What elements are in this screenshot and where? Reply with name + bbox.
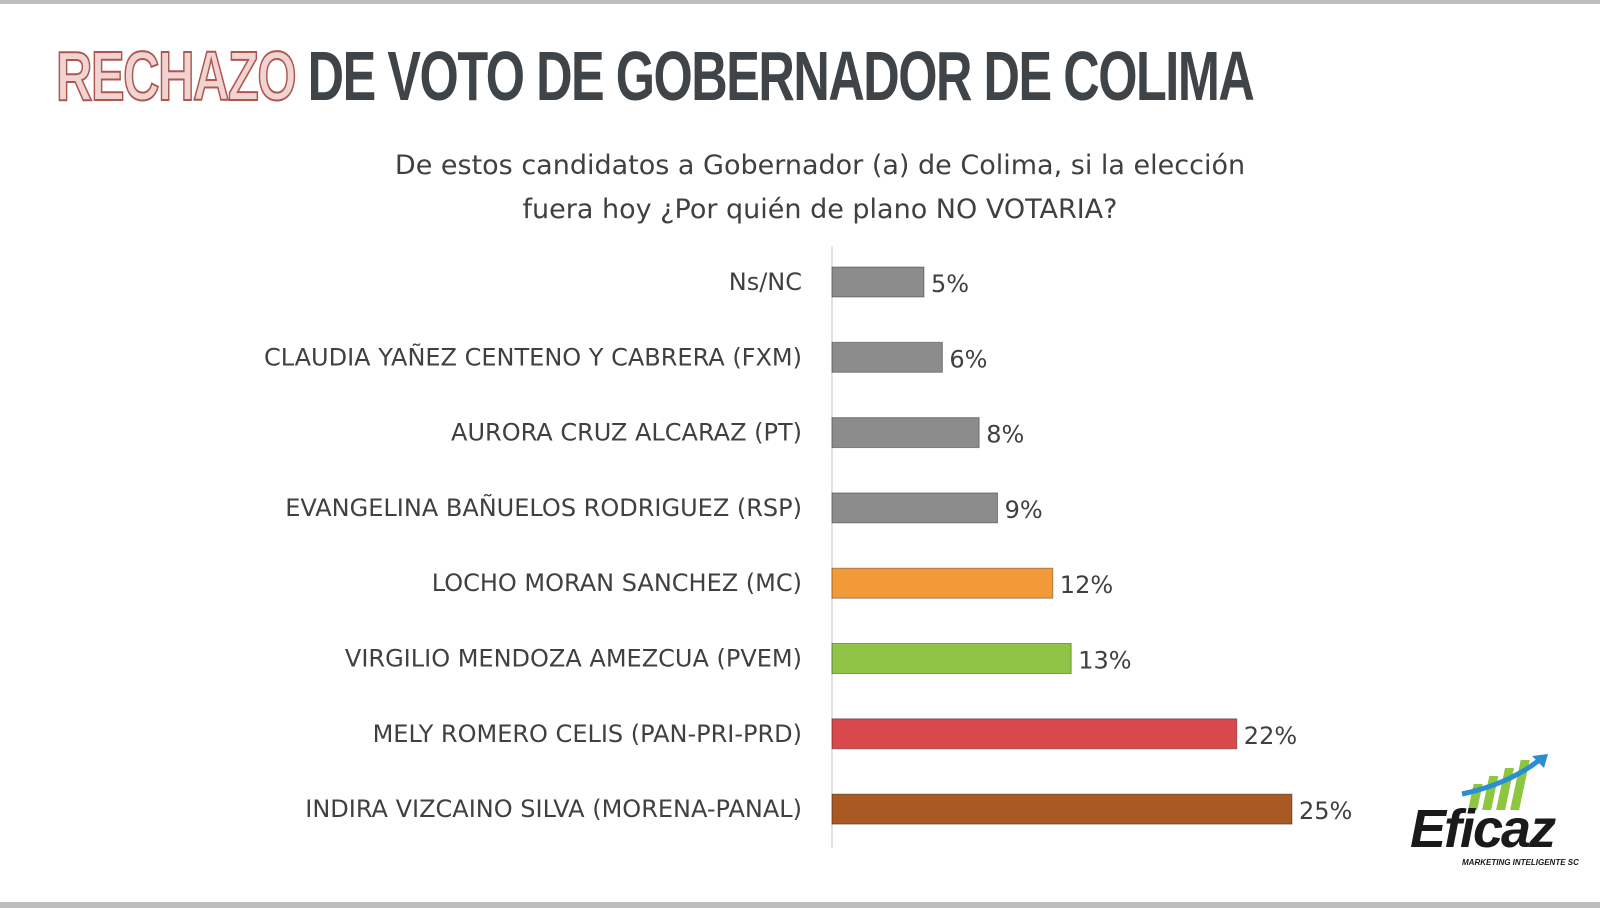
value-label: 12% — [1060, 571, 1113, 599]
bottom-border — [0, 902, 1600, 908]
bar — [831, 417, 980, 449]
top-border — [0, 0, 1600, 4]
bar — [831, 492, 999, 524]
logo-wordmark: Eficaz — [1410, 799, 1556, 859]
category-label: LOCHO MORAN SANCHEZ (MC) — [432, 569, 802, 597]
title-rest: DE VOTO DE GOBERNADOR DE COLIMA — [307, 37, 1255, 115]
value-label: 25% — [1299, 797, 1352, 825]
bar — [831, 643, 1072, 674]
survey-question: De estos candidatos a Gobernador (a) de … — [300, 144, 1340, 232]
value-label: 8% — [986, 421, 1024, 449]
category-label: INDIRA VIZCAINO SILVA (MORENA-PANAL) — [305, 795, 802, 823]
category-label: EVANGELINA BAÑUELOS RODRIGUEZ (RSP) — [285, 492, 802, 522]
bar — [831, 567, 1054, 599]
category-label: AURORA CRUZ ALCARAZ (PT) — [451, 419, 802, 447]
page-title: RECHAZO DE VOTO DE GOBERNADOR DE COLIMA — [55, 36, 1255, 116]
bar — [831, 266, 925, 298]
category-label: Ns/NC — [729, 268, 802, 296]
logo-tagline: MARKETING INTELIGENTE SC — [1462, 858, 1579, 867]
survey-question-line-2: fuera hoy ¿Por quién de plano NO VOTARIA… — [522, 194, 1118, 225]
bar — [831, 341, 943, 373]
category-label: MELY ROMERO CELIS (PAN-PRI-PRD) — [373, 720, 802, 748]
value-label: 9% — [1005, 496, 1043, 524]
value-label: 13% — [1078, 647, 1131, 675]
growth-bars-arrow-icon — [1461, 754, 1548, 810]
bar — [831, 718, 1238, 750]
value-label: 5% — [931, 270, 969, 298]
value-label: 22% — [1244, 722, 1297, 750]
value-label: 6% — [949, 345, 987, 373]
category-label: CLAUDIA YAÑEZ CENTENO Y CABRERA (FXM) — [264, 341, 802, 371]
bar — [831, 793, 1293, 825]
survey-question-line-1: De estos candidatos a Gobernador (a) de … — [394, 150, 1246, 181]
title-accent-word: RECHAZO — [55, 36, 297, 116]
eficaz-logo: Eficaz MARKETING INTELIGENTE SC — [1410, 754, 1590, 874]
category-label: VIRGILIO MENDOZA AMEZCUA (PVEM) — [345, 645, 802, 673]
